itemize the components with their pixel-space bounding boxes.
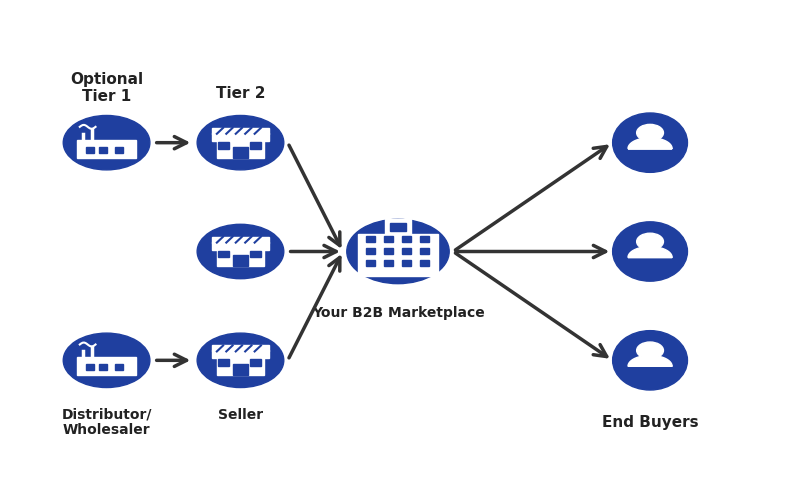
FancyBboxPatch shape — [402, 236, 412, 242]
FancyBboxPatch shape — [217, 357, 264, 375]
FancyBboxPatch shape — [212, 133, 269, 141]
FancyBboxPatch shape — [402, 248, 412, 254]
Text: Tier 2: Tier 2 — [216, 86, 265, 101]
FancyBboxPatch shape — [250, 359, 261, 366]
Circle shape — [63, 333, 150, 387]
FancyBboxPatch shape — [250, 142, 261, 148]
FancyBboxPatch shape — [366, 248, 376, 254]
FancyBboxPatch shape — [217, 140, 264, 157]
FancyBboxPatch shape — [100, 147, 107, 152]
Circle shape — [197, 116, 284, 170]
Text: Optional
Tier 1: Optional Tier 1 — [70, 72, 143, 105]
Circle shape — [637, 233, 663, 250]
FancyBboxPatch shape — [76, 140, 136, 157]
FancyBboxPatch shape — [419, 260, 429, 266]
FancyBboxPatch shape — [391, 223, 405, 231]
Circle shape — [197, 224, 284, 279]
FancyBboxPatch shape — [419, 248, 429, 254]
FancyBboxPatch shape — [358, 234, 438, 277]
Circle shape — [63, 116, 150, 170]
FancyBboxPatch shape — [419, 236, 429, 242]
FancyBboxPatch shape — [232, 147, 248, 157]
FancyBboxPatch shape — [212, 351, 269, 358]
FancyBboxPatch shape — [100, 364, 107, 370]
FancyBboxPatch shape — [86, 364, 94, 370]
Ellipse shape — [613, 222, 688, 281]
Text: Seller: Seller — [218, 408, 263, 422]
FancyBboxPatch shape — [366, 260, 376, 266]
Ellipse shape — [613, 330, 688, 390]
Circle shape — [637, 342, 663, 359]
Text: End Buyers: End Buyers — [602, 414, 698, 430]
FancyBboxPatch shape — [232, 364, 248, 375]
FancyBboxPatch shape — [250, 250, 261, 258]
FancyBboxPatch shape — [86, 147, 94, 152]
Circle shape — [347, 219, 449, 284]
Text: Distributor/
Wholesaler: Distributor/ Wholesaler — [61, 407, 152, 437]
FancyBboxPatch shape — [218, 359, 229, 366]
FancyBboxPatch shape — [212, 241, 269, 249]
FancyBboxPatch shape — [402, 260, 412, 266]
Polygon shape — [628, 356, 672, 366]
Polygon shape — [628, 246, 672, 258]
FancyBboxPatch shape — [212, 128, 269, 134]
FancyBboxPatch shape — [232, 256, 248, 267]
FancyBboxPatch shape — [76, 357, 136, 375]
FancyBboxPatch shape — [384, 248, 393, 254]
FancyBboxPatch shape — [212, 236, 269, 242]
FancyBboxPatch shape — [115, 147, 123, 152]
FancyBboxPatch shape — [115, 364, 123, 370]
FancyBboxPatch shape — [384, 219, 412, 234]
FancyBboxPatch shape — [366, 236, 376, 242]
FancyBboxPatch shape — [218, 250, 229, 258]
FancyBboxPatch shape — [384, 260, 393, 266]
Polygon shape — [628, 138, 672, 148]
FancyBboxPatch shape — [384, 236, 393, 242]
FancyBboxPatch shape — [217, 248, 264, 267]
Circle shape — [637, 124, 663, 141]
Ellipse shape — [613, 113, 688, 173]
Text: Your B2B Marketplace: Your B2B Marketplace — [311, 306, 485, 320]
Circle shape — [197, 333, 284, 387]
FancyBboxPatch shape — [218, 142, 229, 148]
FancyBboxPatch shape — [212, 346, 269, 352]
